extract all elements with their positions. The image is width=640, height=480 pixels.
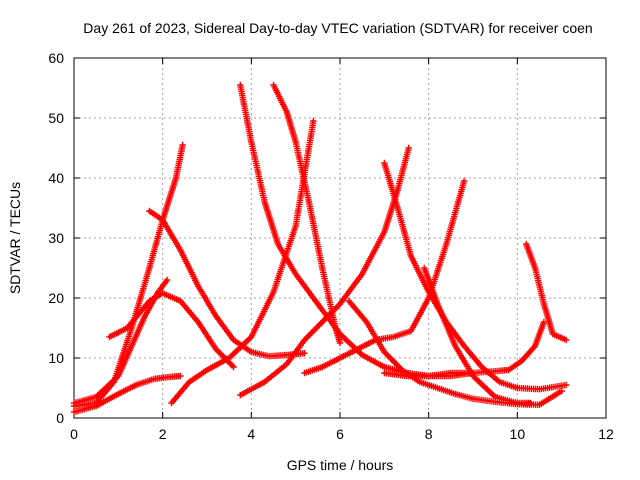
data-point bbox=[217, 350, 224, 357]
data-point bbox=[301, 350, 308, 357]
x-tick-label: 4 bbox=[247, 426, 255, 442]
y-tick-label: 20 bbox=[48, 290, 64, 306]
data-point bbox=[390, 357, 397, 365]
data-point bbox=[310, 327, 317, 335]
data-point bbox=[310, 117, 317, 125]
y-tick-label: 0 bbox=[56, 410, 64, 426]
grid bbox=[74, 58, 606, 418]
data-point bbox=[527, 399, 534, 407]
data-point bbox=[230, 363, 237, 371]
data-point bbox=[177, 372, 184, 380]
data-point bbox=[540, 318, 548, 326]
axis-ticks bbox=[73, 57, 607, 419]
series-arc-9 bbox=[237, 144, 412, 399]
data-point bbox=[562, 381, 570, 389]
y-axis-label: SDTVAR / TECUs bbox=[7, 182, 23, 294]
data-point bbox=[163, 276, 171, 284]
chart-title: Day 261 of 2023, Sidereal Day-to-day VTE… bbox=[83, 20, 592, 36]
y-tick-label: 60 bbox=[48, 50, 64, 66]
series-arc-14 bbox=[421, 264, 534, 407]
data-point bbox=[562, 336, 570, 344]
series-arc-5 bbox=[146, 207, 308, 360]
y-tick-label: 50 bbox=[48, 110, 64, 126]
y-tick-label: 40 bbox=[48, 170, 64, 186]
y-tick-label: 30 bbox=[48, 230, 64, 246]
data-point bbox=[405, 144, 412, 152]
data-point bbox=[179, 141, 186, 149]
y-tick-label: 10 bbox=[48, 350, 64, 366]
x-tick-label: 12 bbox=[598, 426, 614, 442]
data-point bbox=[336, 339, 344, 347]
y-tick-labels: 0 10 20 30 40 50 60 bbox=[48, 50, 64, 426]
data-points bbox=[70, 81, 570, 416]
x-tick-label: 6 bbox=[336, 426, 344, 442]
data-point bbox=[460, 177, 468, 185]
series-arc-3 bbox=[70, 372, 184, 416]
x-tick-labels: 0 2 4 6 8 10 12 bbox=[70, 426, 614, 442]
series-arc-8 bbox=[270, 81, 344, 347]
x-tick-label: 0 bbox=[70, 426, 78, 442]
series-arc-2 bbox=[70, 141, 186, 410]
series-arc-7 bbox=[237, 81, 477, 380]
series-arc-10 bbox=[301, 177, 468, 377]
x-tick-label: 10 bbox=[510, 426, 526, 442]
data-point bbox=[558, 387, 565, 395]
x-tick-label: 2 bbox=[159, 426, 167, 442]
x-tick-label: 8 bbox=[425, 426, 433, 442]
series-arc-15 bbox=[523, 240, 570, 344]
series-arc-6 bbox=[168, 117, 317, 407]
x-axis-label: GPS time / hours bbox=[287, 457, 394, 473]
